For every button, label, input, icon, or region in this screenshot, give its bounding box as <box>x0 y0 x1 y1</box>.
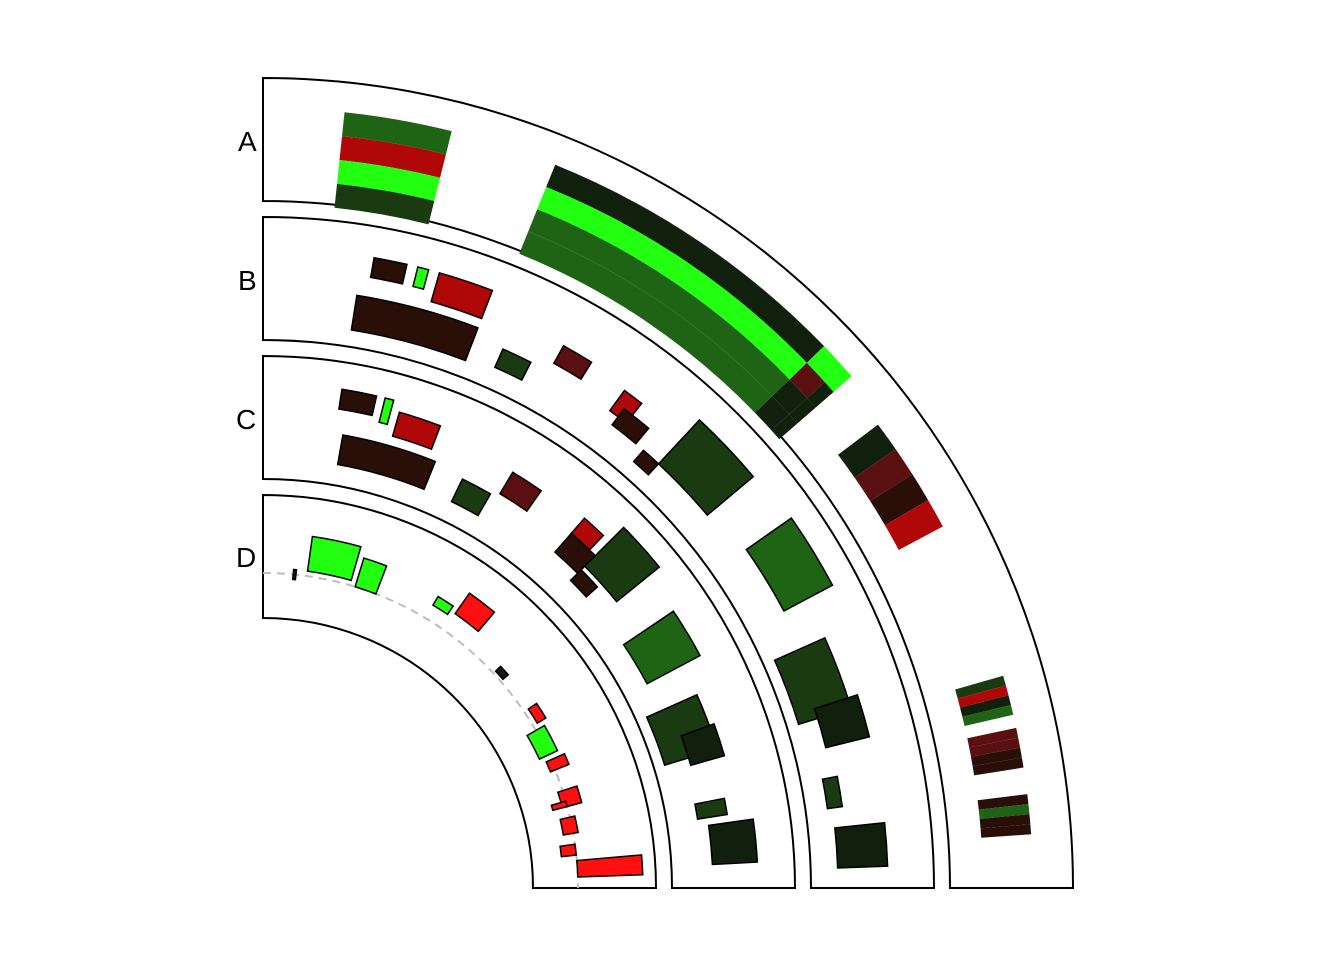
track-label-c: C <box>236 404 257 435</box>
track-bar-10 <box>745 516 834 613</box>
heatmap-cell-6-0 <box>967 727 1019 748</box>
track-bar-15 <box>338 388 378 417</box>
heatmap-cell-5-3 <box>962 704 1014 727</box>
track-frame-d <box>262 493 658 889</box>
heatmap-cell-0-1 <box>339 136 446 178</box>
track-bar-38 <box>545 752 570 773</box>
track-bar-43 <box>575 854 644 878</box>
track-bar-25 <box>622 610 702 685</box>
track-bar-36 <box>527 702 547 725</box>
heatmap-cell-6-1 <box>969 737 1021 757</box>
track-bar-20 <box>498 471 543 513</box>
heatmap-cell-1-3 <box>519 231 773 413</box>
track-bar-23 <box>569 568 599 598</box>
heatmap-cell-3-2 <box>789 398 816 424</box>
heatmap-cell-5-2 <box>960 695 1011 717</box>
heatmap-cell-5-0 <box>955 675 1006 699</box>
track-bar-1 <box>412 266 430 291</box>
heatmap-cell-3-1 <box>806 382 834 408</box>
heatmap-cell-7-3 <box>980 824 1032 838</box>
heatmap-cell-4-0 <box>838 424 896 478</box>
track-bar-29 <box>707 818 759 866</box>
track-bar-41 <box>559 815 580 836</box>
heatmap-cell-6-2 <box>970 747 1022 767</box>
track-frame-c <box>262 354 797 889</box>
heatmap-cell-6-3 <box>972 757 1024 776</box>
heatmap-layer <box>334 112 1032 838</box>
heatmap-cell-2-1 <box>789 362 825 399</box>
track-bar-32 <box>354 557 388 595</box>
heatmap-cell-0-2 <box>337 160 441 202</box>
heatmap-cell-1-2 <box>528 209 790 397</box>
heatmap-cell-0-3 <box>334 183 435 225</box>
heatmap-cell-4-3 <box>884 500 943 550</box>
track-bar-37 <box>526 724 559 761</box>
heatmap-cell-3-3 <box>771 414 798 440</box>
heatmap-cell-0-0 <box>342 112 452 155</box>
track-frame-b <box>262 215 936 889</box>
bar-layer <box>291 256 889 878</box>
track-d-baseline <box>262 572 579 889</box>
track-bar-13 <box>821 775 844 810</box>
track-bar-9 <box>657 418 755 517</box>
track-bar-2 <box>430 271 494 320</box>
track-bar-12 <box>813 693 871 749</box>
heatmap-cell-2-3 <box>755 396 790 431</box>
heatmap-cell-1-1 <box>537 187 807 380</box>
track-bar-35 <box>494 665 510 681</box>
track-label-b: B <box>238 265 257 296</box>
track-bar-33 <box>431 595 455 616</box>
heatmap-cell-5-1 <box>957 685 1009 708</box>
track-bar-16 <box>378 397 395 426</box>
track-label-d: D <box>236 542 257 573</box>
track-label-a: A <box>238 126 257 157</box>
heatmap-cell-4-2 <box>870 474 929 526</box>
track-bar-31 <box>306 535 362 582</box>
track-bar-8 <box>632 449 660 476</box>
heatmap-cell-2-2 <box>772 379 807 415</box>
track-bar-3 <box>350 294 479 362</box>
heatmap-cell-4-1 <box>854 449 913 502</box>
track-bar-5 <box>552 344 593 381</box>
track-bar-18 <box>336 434 437 491</box>
track-bar-17 <box>391 411 442 451</box>
track-bar-30 <box>291 568 298 581</box>
track-bar-24 <box>583 526 661 603</box>
heatmap-cell-7-0 <box>977 794 1029 810</box>
track-bar-42 <box>559 843 578 858</box>
track-bar-0 <box>369 256 408 285</box>
track-bar-40 <box>550 800 569 812</box>
track-bar-34 <box>454 592 496 633</box>
heatmap-cell-2-0 <box>806 346 843 383</box>
heatmap-cell-7-1 <box>978 804 1030 819</box>
track-bar-4 <box>493 348 532 382</box>
track-bar-28 <box>694 797 729 821</box>
heatmap-cell-7-2 <box>979 814 1031 829</box>
track-bar-19 <box>450 478 492 517</box>
track-bar-27 <box>680 722 726 767</box>
heatmap-cell-3-0 <box>824 366 852 393</box>
track-bar-14 <box>834 821 889 869</box>
heatmap-cell-1-0 <box>546 164 825 363</box>
track-bar-7 <box>610 407 650 445</box>
